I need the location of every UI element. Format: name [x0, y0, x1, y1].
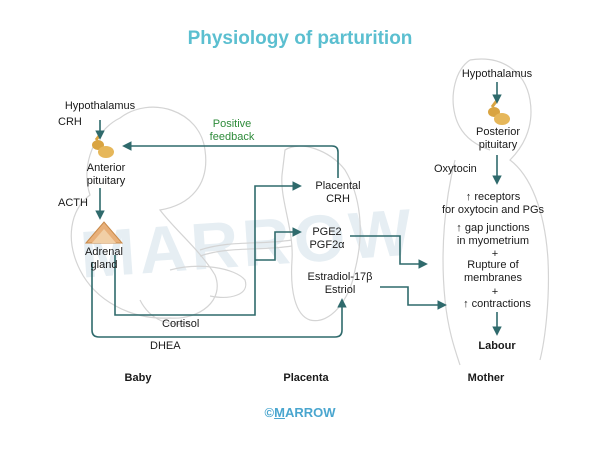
marrow-footer-logo: ©MARROW — [264, 405, 336, 420]
receptors-label: ↑ receptors for oxytocin and PGs — [441, 191, 545, 216]
mother-hypothalamus-label: Hypothalamus — [461, 68, 533, 80]
column-placenta: Placenta — [283, 372, 329, 384]
estrogens-label: Estradiol-17β Estriol — [307, 271, 373, 296]
anterior-pituitary-label: Anterior pituitary — [86, 162, 126, 187]
labour-label: Labour — [478, 340, 516, 352]
placenta-silhouette — [199, 145, 361, 322]
arrow-positive-feedback — [122, 141, 339, 178]
posterior-pituitary-label: Posterior pituitary — [475, 126, 521, 151]
column-baby: Baby — [124, 372, 152, 384]
column-mother: Mother — [467, 372, 505, 384]
arrow-dhea — [91, 262, 347, 338]
plus-sign-2: + — [491, 286, 499, 298]
flow-arrows — [91, 82, 502, 338]
prostaglandins-label: PGE2 PGF2α — [309, 226, 345, 251]
anterior-pituitary-icon — [92, 131, 114, 158]
page-title: Physiology of parturition — [187, 28, 413, 49]
placental-crh-label: Placental CRH — [315, 180, 361, 205]
gap-junctions-label: ↑ gap junctions in myometrium — [456, 222, 530, 247]
oxytocin-label: Oxytocin — [434, 163, 477, 175]
baby-hypothalamus-label: Hypothalamus — [64, 100, 136, 112]
arrow-pge-to-rupture — [350, 235, 428, 269]
cortisol-label: Cortisol — [162, 318, 200, 330]
positive-feedback-label: Positive feedback — [209, 118, 255, 143]
rupture-label: Rupture of membranes — [463, 259, 523, 284]
mother-silhouette — [442, 58, 550, 366]
contractions-label: ↑ contractions — [463, 298, 531, 310]
baby-crh-label: CRH — [58, 116, 82, 128]
arrow-adrenal-to-pge — [255, 227, 302, 261]
adrenal-gland-icon — [84, 221, 124, 244]
arrow-cortisol — [114, 181, 302, 316]
posterior-pituitary-icon — [488, 98, 510, 125]
adrenal-gland-label: Adrenal gland — [85, 246, 123, 271]
plus-sign-1: + — [491, 248, 499, 260]
acth-label: ACTH — [58, 197, 88, 209]
arrow-estriol-to-contractions — [380, 286, 447, 310]
baby-silhouette — [70, 106, 247, 325]
dhea-label: DHEA — [150, 340, 181, 352]
